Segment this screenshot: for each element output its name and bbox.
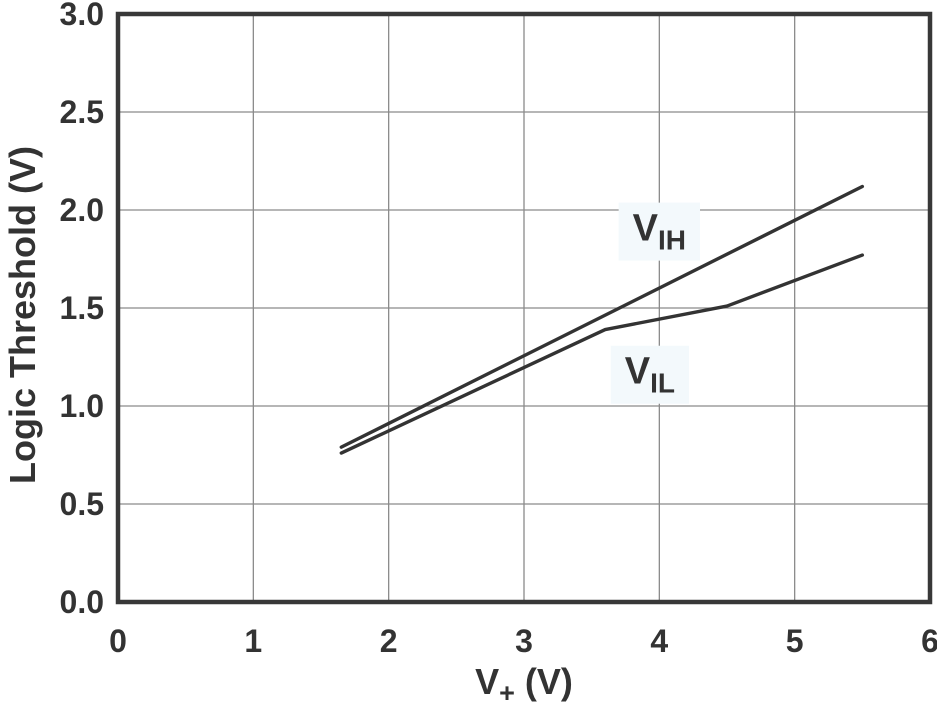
curve-label-sub-VIL: IL: [650, 368, 675, 399]
y-axis-title: Logic Threshold (V): [2, 146, 43, 484]
curve-label-VIH: VIH: [618, 202, 701, 261]
curve-label-text-VIH: VIH: [633, 208, 686, 256]
curve-label-sub-VIH: IH: [658, 225, 686, 256]
x-tick-5: 5: [786, 623, 804, 659]
x-axis-title-rest: (V): [515, 661, 573, 702]
y-tick-3.0: 3.0: [60, 0, 104, 32]
y-tick-1.5: 1.5: [60, 290, 104, 326]
x-axis-title: V+ (V): [475, 661, 573, 705]
curve-label-base-VIH: V: [633, 208, 659, 250]
gridlines: [118, 14, 930, 602]
x-axis-title-base: V: [475, 661, 499, 702]
x-tick-1: 1: [244, 623, 262, 659]
y-tick-0.5: 0.5: [60, 486, 104, 522]
plot-frame: [115, 11, 933, 605]
curve-label-bg-VIH: [618, 202, 701, 261]
plot-lines: [339, 184, 865, 455]
plot-border: [115, 11, 933, 605]
x-tick-0: 0: [109, 623, 127, 659]
curve-label-base-VIL: V: [625, 351, 651, 393]
x-tick-3: 3: [515, 623, 533, 659]
x-tick-6: 6: [921, 623, 937, 659]
x-tick-labels: 0 1 2 3 4 5 6: [109, 623, 937, 659]
y-tick-1.0: 1.0: [60, 388, 104, 424]
y-tick-labels: 0.0 0.5 1.0 1.5 2.0 2.5 3.0: [60, 0, 104, 620]
series-line-VIH: [339, 184, 865, 449]
y-tick-0.0: 0.0: [60, 584, 104, 620]
series-line-VIL: [339, 253, 865, 455]
y-tick-2.0: 2.0: [60, 192, 104, 228]
curve-label-text-VIL: VIL: [625, 351, 675, 399]
x-tick-4: 4: [650, 623, 668, 659]
x-axis-title-sub: +: [499, 678, 515, 705]
y-tick-2.5: 2.5: [60, 94, 104, 130]
curve-label-bg-VIL: [610, 345, 689, 404]
x-tick-2: 2: [380, 623, 398, 659]
curve-label-VIL: VIL: [610, 345, 689, 404]
